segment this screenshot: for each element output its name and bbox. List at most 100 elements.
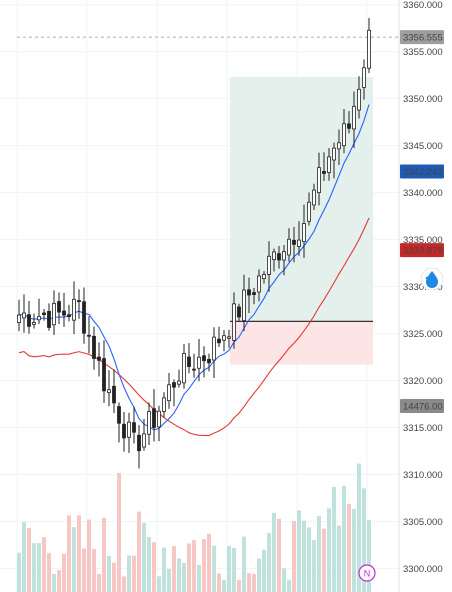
volume-bar bbox=[167, 569, 171, 592]
candle-body bbox=[352, 105, 356, 130]
candle-body bbox=[342, 123, 346, 147]
price-tick-label: 3355.000 bbox=[403, 47, 443, 58]
volume-tag: 14476.00 bbox=[400, 398, 444, 413]
volume-bar bbox=[57, 570, 61, 592]
volume-bar bbox=[132, 555, 136, 592]
volume-bar bbox=[227, 545, 231, 592]
volume-bar bbox=[197, 564, 201, 592]
volume-bar bbox=[362, 488, 366, 592]
candle-body bbox=[62, 310, 66, 316]
price-tick-label: 3330.000 bbox=[403, 282, 443, 293]
candle-body bbox=[262, 274, 266, 280]
volume-bar bbox=[82, 548, 86, 592]
news-badge-label: N bbox=[364, 569, 371, 579]
drop-icon-button[interactable] bbox=[420, 267, 444, 291]
volume-bar bbox=[22, 522, 26, 592]
candle-body bbox=[237, 306, 241, 318]
candle-body bbox=[42, 312, 46, 316]
candle-body bbox=[77, 300, 81, 303]
candle-body bbox=[362, 67, 366, 88]
price-tick-label: 3345.000 bbox=[403, 141, 443, 152]
candle-body bbox=[52, 303, 56, 326]
ma-slow-label: 3333.879 bbox=[403, 246, 443, 257]
candle-body bbox=[152, 408, 156, 428]
volume-bar bbox=[297, 510, 301, 592]
volume-bar bbox=[187, 543, 191, 592]
candle-body bbox=[142, 433, 146, 448]
candle-body bbox=[242, 289, 246, 322]
volume-bar bbox=[17, 552, 21, 592]
candle-body bbox=[212, 336, 216, 361]
candle-body bbox=[172, 382, 176, 388]
volume-bar bbox=[347, 504, 351, 592]
volume-bar bbox=[37, 543, 41, 592]
ma-slow-line bbox=[18, 217, 370, 437]
price-tick-label: 3300.000 bbox=[403, 564, 443, 575]
candle-body bbox=[312, 189, 316, 206]
candle-body bbox=[267, 255, 271, 275]
candle-body bbox=[277, 253, 281, 261]
volume-bar bbox=[247, 573, 251, 592]
volume-bar bbox=[157, 576, 161, 592]
volume-bar bbox=[52, 573, 56, 592]
candle-body bbox=[47, 310, 51, 328]
price-tick-label: 3335.000 bbox=[403, 235, 443, 246]
volume-bar bbox=[327, 508, 331, 592]
volume-bar bbox=[182, 563, 186, 592]
volume-bar bbox=[217, 573, 221, 592]
volume-bar bbox=[72, 527, 76, 592]
candle-body bbox=[297, 239, 301, 247]
candle-body bbox=[222, 335, 226, 341]
last-price-label: 3356.555 bbox=[403, 33, 443, 44]
candle-body bbox=[337, 142, 341, 150]
volume-bar bbox=[47, 553, 51, 592]
candle-body bbox=[252, 292, 256, 295]
volume-bar bbox=[102, 517, 106, 592]
candle-body bbox=[127, 421, 131, 438]
candle-body bbox=[357, 88, 361, 111]
candle-body bbox=[137, 434, 141, 452]
volume-label: 14476.00 bbox=[403, 401, 443, 412]
price-tick-label: 3305.000 bbox=[403, 517, 443, 528]
volume-bar bbox=[242, 536, 246, 592]
price-tick-label: 3310.000 bbox=[403, 470, 443, 481]
candle-body bbox=[367, 29, 371, 69]
volume-bar bbox=[342, 485, 346, 592]
volume-bar bbox=[87, 519, 91, 592]
price-tick-label: 3350.000 bbox=[403, 94, 443, 105]
candle-body bbox=[217, 338, 221, 344]
candle-body bbox=[187, 356, 191, 367]
candle-body bbox=[317, 167, 321, 194]
news-badge[interactable]: N bbox=[358, 564, 376, 582]
candle-body bbox=[347, 123, 351, 129]
candle-body bbox=[27, 314, 31, 327]
ma-slow-tag: 3333.879 bbox=[400, 243, 444, 258]
price-tick-label: 3360.000 bbox=[403, 0, 443, 11]
volume-bar bbox=[302, 520, 306, 592]
price-scale[interactable] bbox=[399, 0, 452, 592]
volume-bar bbox=[127, 555, 131, 592]
price-tick-label: 3325.000 bbox=[403, 329, 443, 340]
volume-bar bbox=[272, 512, 276, 592]
candle-body bbox=[167, 384, 171, 402]
volume-bar bbox=[207, 533, 211, 592]
candle-body bbox=[147, 411, 151, 435]
candle-body bbox=[232, 303, 236, 341]
volume-bar bbox=[212, 545, 216, 592]
volume-bar bbox=[237, 579, 241, 592]
candle-body bbox=[192, 368, 196, 371]
volume-bar bbox=[222, 579, 226, 592]
candle-body bbox=[92, 335, 96, 359]
candle-body bbox=[102, 358, 106, 392]
volume-bar bbox=[142, 522, 146, 592]
candle-body bbox=[162, 397, 166, 412]
candle-body bbox=[37, 316, 41, 321]
position-target-zone[interactable] bbox=[230, 77, 373, 322]
position-stop-zone[interactable] bbox=[230, 321, 373, 365]
volume-bar bbox=[312, 540, 316, 592]
long-position-tool[interactable] bbox=[230, 77, 373, 365]
candle-body bbox=[32, 322, 36, 325]
volume-bar bbox=[307, 527, 311, 592]
